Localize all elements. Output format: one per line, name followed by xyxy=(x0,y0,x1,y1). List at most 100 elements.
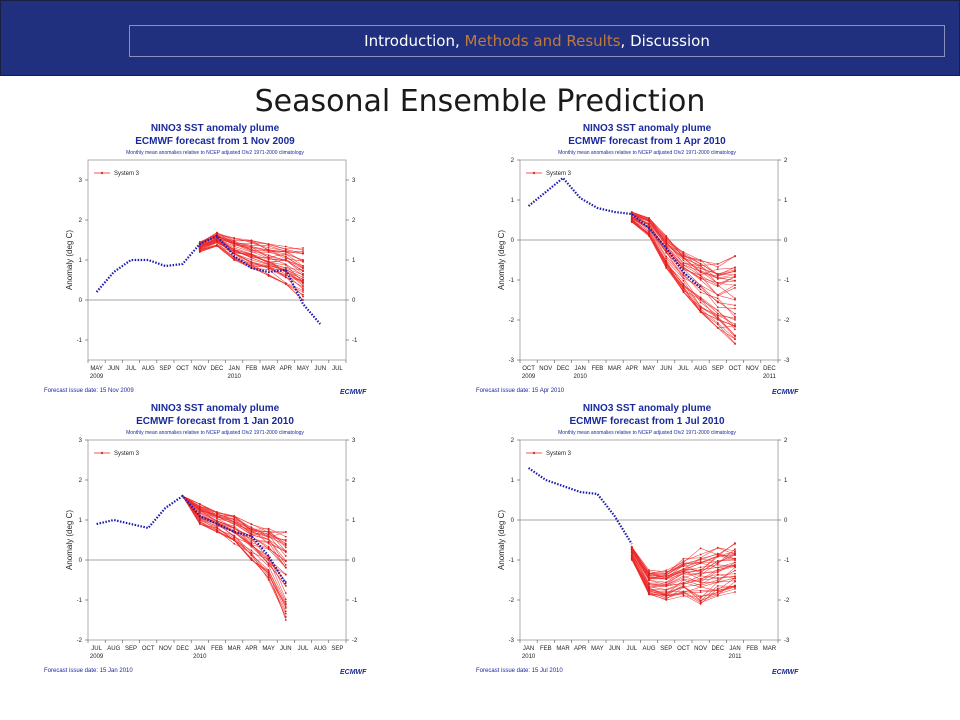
ensemble-member-point xyxy=(302,276,304,279)
ensemble-member-point xyxy=(267,531,270,533)
ensemble-member-point xyxy=(699,577,702,580)
y-tick-label-right: 0 xyxy=(784,238,788,244)
ensemble-member-point xyxy=(284,603,287,605)
ensemble-member-point xyxy=(250,239,253,242)
ensemble-member-point xyxy=(267,573,270,576)
ensemble-member-point xyxy=(284,263,287,266)
y-tick-label-right: -2 xyxy=(352,638,358,644)
ensemble-member-point xyxy=(250,258,253,261)
ensemble-member-point xyxy=(233,237,236,239)
ensemble-member-point xyxy=(250,256,253,259)
ensemble-member-point xyxy=(302,279,304,282)
ensemble-member-point xyxy=(682,572,685,575)
y-tick-label-left: -1 xyxy=(77,338,83,344)
ensemble-member-point xyxy=(648,584,650,586)
ensemble-member-point xyxy=(250,530,253,533)
x-tick-label: FEB xyxy=(592,366,604,372)
x-tick-label: JAN xyxy=(575,366,586,372)
observed-line xyxy=(95,234,322,325)
plume-chart-jan-2010: NINO3 SST anomaly plume ECMWF forecast fr… xyxy=(44,403,367,676)
nav-discussion[interactable]: , Discussion xyxy=(620,32,710,50)
y-tick-label-right: -1 xyxy=(352,598,358,604)
ensemble-member-point xyxy=(216,241,218,243)
y-tick-label-left: -2 xyxy=(509,318,515,324)
y-tick-label-left: 2 xyxy=(79,218,83,224)
ensemble-member-point xyxy=(630,556,633,558)
ensemble-member-point xyxy=(665,598,668,601)
year-label: 2011 xyxy=(729,654,743,660)
ensemble-member-point xyxy=(734,312,736,315)
ensemble-member-point xyxy=(734,559,736,562)
ensemble-member-point xyxy=(233,525,236,528)
ensemble-member-point xyxy=(233,539,236,541)
y-tick-label-left: -2 xyxy=(77,638,83,644)
ensemble-member-point xyxy=(682,578,685,581)
x-tick-label: APR xyxy=(245,646,258,652)
x-tick-label: OCT xyxy=(142,646,155,652)
ensemble-member-point xyxy=(250,553,253,556)
x-tick-label: MAY xyxy=(90,366,103,372)
ensemble-member-point xyxy=(284,283,287,285)
ensemble-member-point xyxy=(648,574,650,577)
ensemble-member-point xyxy=(716,327,719,329)
ensemble-member-point xyxy=(284,555,287,557)
ensemble-member-point xyxy=(665,585,668,588)
ensemble-member-point xyxy=(648,586,650,589)
ensemble-member-point xyxy=(630,546,633,548)
ensemble-member-point xyxy=(734,334,736,337)
ensemble-member-point xyxy=(665,264,668,266)
y-tick-label-right: 2 xyxy=(784,438,788,444)
x-tick-label: DEC xyxy=(211,366,224,372)
ensemble-member-point xyxy=(216,525,218,527)
ensemble-member-point xyxy=(630,217,633,220)
ensemble-member-point xyxy=(734,318,736,321)
y-tick-label-left: 2 xyxy=(511,158,515,164)
y-tick-label-left: 3 xyxy=(79,438,83,444)
x-tick-label: JUL xyxy=(91,646,102,652)
ensemble-member-point xyxy=(648,577,650,580)
ensemble-member-point xyxy=(716,571,719,574)
ensemble-member-point xyxy=(716,577,719,580)
ensemble-member-point xyxy=(302,284,304,287)
ensemble-member-point xyxy=(630,559,633,561)
ensemble-member-point xyxy=(716,322,719,324)
ensemble-member-point xyxy=(699,291,702,294)
ensemble-member-point xyxy=(716,297,719,300)
ensemble-member-point xyxy=(716,277,719,280)
ensemble-member-point xyxy=(284,253,287,255)
ensemble-member-point xyxy=(682,254,685,256)
x-tick-label: APR xyxy=(626,366,639,372)
y-tick-label-left: -1 xyxy=(509,278,515,284)
forecast-issue-date: Forecast issue date: 15 Apr 2010 xyxy=(476,388,565,394)
ensemble-member-point xyxy=(267,538,270,541)
ensemble-member-point xyxy=(284,566,287,569)
ensemble-member-point xyxy=(682,564,685,566)
ensemble-member-point xyxy=(682,557,685,560)
ensemble-member-point xyxy=(716,589,719,592)
ensemble-member-point xyxy=(250,557,253,560)
ensemble-member-point xyxy=(284,550,287,553)
ensemble-member-point xyxy=(198,510,201,512)
ensemble-member-point xyxy=(699,271,702,274)
ensemble-member-point xyxy=(267,256,270,259)
x-tick-label: JUN xyxy=(314,366,326,372)
ensemble-member-point xyxy=(699,284,702,287)
ensemble-member-point xyxy=(716,581,719,583)
ensemble-member-point xyxy=(734,542,736,544)
ensemble-member-point xyxy=(233,523,236,526)
ensemble-member-point xyxy=(682,560,685,562)
ensemble-member-point xyxy=(699,599,702,602)
y-tick-label-left: 1 xyxy=(79,258,83,264)
ensemble-member-point xyxy=(648,591,650,594)
ensemble-member-point xyxy=(648,220,650,223)
nav-methods-results[interactable]: Methods and Results xyxy=(464,32,621,50)
ensemble-member-point xyxy=(734,266,736,269)
x-tick-label: SEP xyxy=(125,646,137,652)
nav-introduction[interactable]: Introduction xyxy=(364,32,455,50)
ensemble-member-point xyxy=(267,265,270,268)
ensemble-member-point xyxy=(734,587,736,590)
ensemble-member-point xyxy=(682,266,685,269)
plume-chart-jul-2010: NINO3 SST anomaly plume ECMWF forecast fr… xyxy=(476,403,799,676)
ensemble-member-point xyxy=(716,563,719,566)
y-tick-label-left: 1 xyxy=(511,198,515,204)
